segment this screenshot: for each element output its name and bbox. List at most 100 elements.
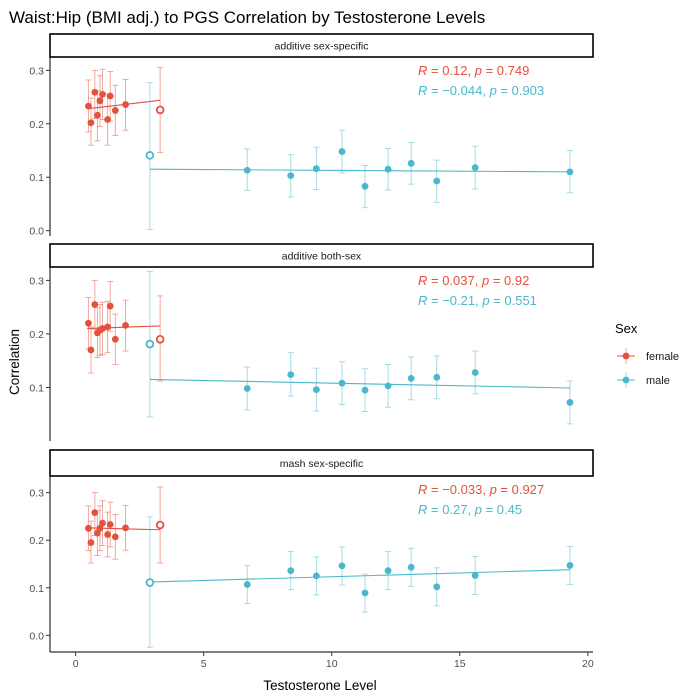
stat-r-value: = 0.037, <box>427 273 482 288</box>
series-female <box>85 486 165 564</box>
data-point-male <box>471 572 479 579</box>
data-point-female <box>91 509 99 517</box>
y-tick-label: 0.2 <box>29 329 44 341</box>
data-point-male <box>338 379 346 387</box>
data-point-male <box>338 148 346 155</box>
data-point-female <box>99 91 106 98</box>
legend-label-female: female <box>646 351 679 363</box>
stat-p-value: = 0.45 <box>482 502 522 517</box>
legend-item-male: male <box>617 372 670 388</box>
stat-p-value: = 0.551 <box>490 293 537 308</box>
data-point-male <box>312 165 320 173</box>
stat-p-value: = 0.92 <box>489 273 529 288</box>
data-point-female <box>96 97 104 105</box>
stat-r-value: = −0.044, <box>427 83 489 98</box>
data-point-female <box>91 88 99 96</box>
data-point-male <box>407 159 415 167</box>
y-tick-label: 0.1 <box>29 583 44 595</box>
data-point-female <box>91 301 99 308</box>
stat-r-value: = −0.033, <box>427 482 489 497</box>
data-point-male <box>433 373 441 381</box>
stat-r-symbol: R <box>418 273 427 288</box>
data-point-female <box>122 321 129 329</box>
data-point-male <box>407 563 415 571</box>
data-point-male <box>338 562 346 570</box>
data-point-male <box>566 168 574 176</box>
series-male <box>145 516 574 648</box>
panels: additive sex-specific 0.0 0.1 0.2 0.3 R = 0.1… <box>29 33 594 670</box>
data-point-female <box>155 334 165 344</box>
stat-r-value: = 0.12, <box>427 63 474 78</box>
panel-3: mash sex-specific 0.0 0.1 0.2 0.3 R = −0.033,… <box>29 449 594 652</box>
stat-r-symbol: R <box>418 482 427 497</box>
stat-p-symbol: p <box>489 83 497 98</box>
stat-p-symbol: p <box>474 63 482 78</box>
data-point-female <box>111 335 119 343</box>
panel-strip-label: additive sex-specific <box>275 41 369 53</box>
stat-r-value: = 0.27, <box>427 502 474 517</box>
data-point-male <box>361 386 369 394</box>
data-point-male <box>407 374 415 382</box>
data-point-male <box>287 371 295 379</box>
data-point-female <box>99 519 106 527</box>
data-point-female <box>85 102 92 110</box>
data-point-female <box>85 319 92 327</box>
data-point-male <box>312 572 320 580</box>
data-point-female <box>104 116 112 123</box>
stat-female: R = 0.12, p = 0.749 <box>418 63 529 78</box>
stat-p-value: = 0.749 <box>482 63 529 78</box>
stat-r-symbol: R <box>418 83 427 98</box>
y-tick-label: 0.0 <box>29 226 44 238</box>
stat-r-symbol: R <box>418 502 427 517</box>
panel-strip <box>49 243 594 268</box>
stat-p-symbol: p <box>489 482 497 497</box>
fit-line-male <box>149 168 570 173</box>
stat-male: R = −0.21, p = 0.551 <box>418 293 537 308</box>
data-point-male <box>287 567 295 575</box>
panel-strip <box>49 33 594 58</box>
stat-female: R = 0.037, p = 0.92 <box>418 273 529 288</box>
x-tick-label: 0 <box>73 658 79 670</box>
data-point-male <box>384 567 392 575</box>
data-point-female <box>93 111 101 119</box>
y-tick-label: 0.3 <box>29 488 44 500</box>
stat-male: R = −0.044, p = 0.903 <box>418 83 544 98</box>
fit-line-male <box>149 378 570 389</box>
data-point-female <box>106 302 114 310</box>
data-point-female <box>87 119 95 127</box>
stat-p-symbol: p <box>481 293 489 308</box>
panel-2: additive both-sex 0.1 0.2 0.3 R = 0.037, p =… <box>29 243 594 441</box>
data-point-male <box>471 164 479 172</box>
x-axis: 0 5 10 15 20 <box>50 651 594 670</box>
data-point-female <box>106 521 114 528</box>
panel-strip-label: additive both-sex <box>282 251 362 263</box>
data-point-male <box>361 589 369 597</box>
data-point-female <box>85 524 92 532</box>
panel-strip-label: mash sex-specific <box>280 458 363 470</box>
data-point-male <box>287 172 295 180</box>
x-tick-label: 15 <box>454 658 466 670</box>
legend-key-point <box>622 376 630 384</box>
series-male <box>145 82 574 231</box>
data-point-male <box>566 562 574 569</box>
data-point-female <box>87 539 95 546</box>
x-tick-label: 10 <box>326 658 338 670</box>
stat-r-value: = −0.21, <box>427 293 482 308</box>
y-tick-label: 0.0 <box>29 630 44 642</box>
data-point-female <box>104 531 112 538</box>
stat-p-symbol: p <box>474 502 482 517</box>
y-tick-label: 0.1 <box>29 382 44 394</box>
stat-p-value: = 0.903 <box>497 83 544 98</box>
data-point-female <box>122 524 129 532</box>
data-point-male <box>384 382 392 390</box>
legend: Sex female male <box>615 321 679 388</box>
data-point-male <box>145 151 155 160</box>
data-point-male <box>471 369 479 376</box>
stat-p-value: = 0.927 <box>497 482 544 497</box>
data-point-male <box>384 165 392 173</box>
x-tick-label: 5 <box>201 658 207 670</box>
y-tick-label: 0.2 <box>29 119 44 131</box>
series-male <box>145 270 574 425</box>
stat-male: R = 0.27, p = 0.45 <box>418 502 522 517</box>
